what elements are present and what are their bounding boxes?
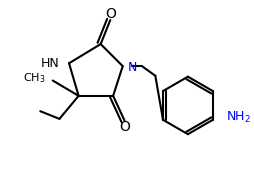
Text: CH$_3$: CH$_3$ <box>23 71 45 85</box>
Text: HN: HN <box>41 57 59 70</box>
Text: NH$_2$: NH$_2$ <box>226 110 251 125</box>
Text: N: N <box>128 61 137 74</box>
Text: O: O <box>105 7 116 21</box>
Text: O: O <box>119 120 130 134</box>
